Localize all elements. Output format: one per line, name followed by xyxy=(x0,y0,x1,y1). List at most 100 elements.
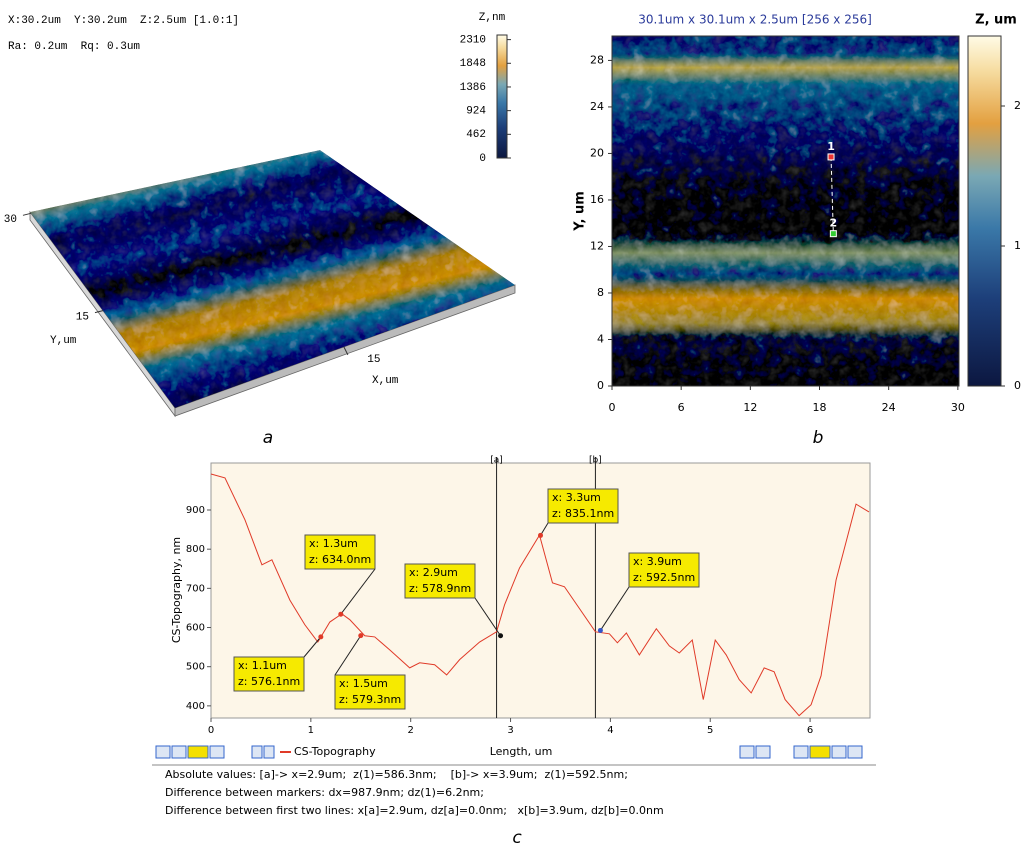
callout-text: z: 578.9nm xyxy=(409,582,471,595)
toolbar-right[interactable] xyxy=(739,745,863,759)
status-line: Difference between markers: dx=987.9nm; … xyxy=(165,786,484,799)
callout-leader xyxy=(334,635,362,676)
x-tick-label: 30 xyxy=(951,401,965,414)
callout-box xyxy=(233,656,305,692)
colorbar-tick-label: 462 xyxy=(466,129,486,141)
x-tick-label: 5 xyxy=(707,725,713,736)
y-tick-label: 28 xyxy=(590,53,604,66)
callout-point xyxy=(338,611,344,617)
callout-leader xyxy=(340,568,376,615)
callout-text: z: 579.3nm xyxy=(339,693,401,706)
colorbar-tick-label: 2310 xyxy=(460,35,486,47)
callout-text: x: 2.9um xyxy=(409,566,458,579)
callout-text: x: 3.3um xyxy=(552,491,601,504)
callout-text: z: 592.5nm xyxy=(633,571,695,584)
toolbar-left[interactable] xyxy=(155,745,275,759)
callout-text: z: 634.0nm xyxy=(309,553,371,566)
marker xyxy=(827,153,835,161)
y-tick-label: 30 xyxy=(4,214,17,226)
y-tick-label: 12 xyxy=(590,239,604,252)
cursor-label: [a] xyxy=(490,456,503,466)
y-tick-label: 400 xyxy=(186,701,205,712)
colorbar-tick-label: 2 xyxy=(1014,99,1021,112)
colorbar-title: Z, um xyxy=(975,13,1017,28)
callout-point xyxy=(358,633,364,639)
colorbar-title: Z,nm xyxy=(479,12,506,24)
x-tick xyxy=(343,346,349,356)
callout-leader xyxy=(474,597,501,637)
y-tick-label: 8 xyxy=(597,286,604,299)
callout-box xyxy=(404,563,476,599)
y-tick-label: 600 xyxy=(186,623,205,634)
y-tick-label: 4 xyxy=(597,332,604,345)
cursor-label: [b] xyxy=(589,456,602,466)
y-tick-label: 0 xyxy=(597,379,604,392)
y-tick-label: 15 xyxy=(76,312,89,324)
callout-leader xyxy=(303,636,322,658)
heatmap-image xyxy=(612,36,959,386)
line xyxy=(210,473,870,717)
callout-text: z: 835.1nm xyxy=(552,507,614,520)
heatmap-frame xyxy=(611,35,960,387)
y-axis-label: Y, um xyxy=(573,191,588,232)
y-tick-label: 700 xyxy=(186,583,205,594)
x-tick-label: 0 xyxy=(208,725,214,736)
y-tick-label: 24 xyxy=(590,100,604,113)
info-line: Ra: 0.2um Rq: 0.3um xyxy=(8,41,140,53)
colorbar xyxy=(967,35,1002,387)
callout-box xyxy=(334,674,406,710)
x-tick-label: 0 xyxy=(609,401,616,414)
status-line: Absolute values: [a]-> x=2.9um; z(1)=586… xyxy=(165,768,628,781)
caption: a xyxy=(263,428,273,448)
x-tick-label: 1 xyxy=(308,725,314,736)
x-tick-label: 12 xyxy=(743,401,757,414)
surface xyxy=(30,150,515,408)
marker-label: 2 xyxy=(830,217,838,230)
callout-point xyxy=(597,627,603,633)
callout-box xyxy=(547,488,619,524)
plot-area xyxy=(210,462,871,719)
caption: b xyxy=(813,428,824,448)
colorbar xyxy=(496,34,508,159)
y-tick xyxy=(22,212,32,216)
x-tick-label: 2 xyxy=(408,725,414,736)
x-tick-label: 15 xyxy=(367,354,380,366)
x-tick-label: 6 xyxy=(807,725,813,736)
callout-text: x: 3.9um xyxy=(633,555,682,568)
y-tick-label: 500 xyxy=(186,662,205,673)
x-axis-label: Length, um xyxy=(490,745,553,758)
colorbar-tick-label: 0 xyxy=(479,153,486,165)
colorbar-tick-label: 1 xyxy=(1014,239,1021,252)
x-axis-label: X,um xyxy=(372,375,399,387)
callout-text: x: 1.1um xyxy=(238,659,287,672)
chart-title: 30.1um x 30.1um x 2.5um [256 x 256] xyxy=(638,13,872,27)
callout-point xyxy=(318,634,324,640)
y-axis-label: CS-Topography, nm xyxy=(170,537,183,643)
colorbar-tick-label: 1386 xyxy=(460,82,486,94)
caption: c xyxy=(512,828,522,848)
x-tick-label: 18 xyxy=(813,401,827,414)
y-tick-label: 20 xyxy=(590,146,604,159)
marker-link xyxy=(830,156,834,234)
x-tick-label: 4 xyxy=(607,725,613,736)
x-tick-label: 6 xyxy=(678,401,685,414)
status-line: Difference between first two lines: x[a]… xyxy=(165,804,664,817)
y-tick-label: 900 xyxy=(186,505,205,516)
x-tick-label: 3 xyxy=(507,725,513,736)
x-tick-label: 24 xyxy=(882,401,896,414)
y-tick-label: 800 xyxy=(186,544,205,555)
y-tick xyxy=(94,310,104,314)
y-tick-label: 16 xyxy=(590,193,604,206)
colorbar-tick-label: 924 xyxy=(466,106,486,118)
legend-label: CS-Topography xyxy=(294,745,376,758)
callout-point xyxy=(538,532,543,538)
info-line: X:30.2um Y:30.2um Z:2.5um [1.0:1] xyxy=(8,15,239,27)
callout-text: z: 576.1nm xyxy=(238,675,300,688)
marker xyxy=(829,230,837,238)
colorbar-tick-label: 1848 xyxy=(460,58,486,70)
callout-box xyxy=(304,534,376,570)
callout-point xyxy=(498,633,504,639)
y-axis-label: Y,um xyxy=(50,335,77,347)
marker-label: 1 xyxy=(827,140,835,153)
